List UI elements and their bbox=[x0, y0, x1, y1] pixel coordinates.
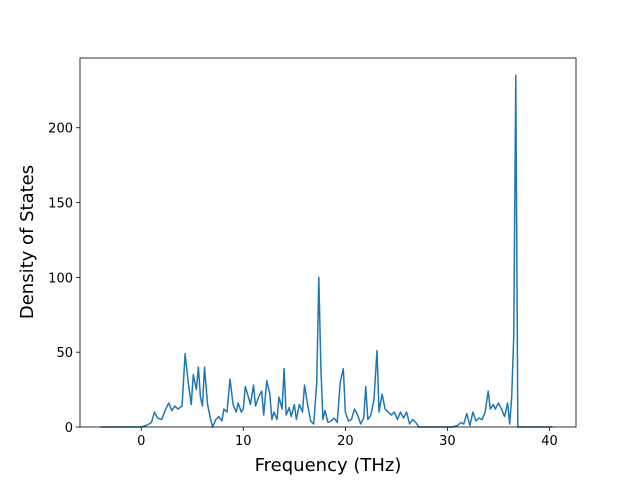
x-tick-label: 20 bbox=[337, 434, 354, 449]
x-tick-label: 0 bbox=[137, 434, 145, 449]
y-tick-label: 100 bbox=[48, 271, 73, 286]
y-tick-label: 0 bbox=[65, 421, 73, 436]
y-tick-label: 150 bbox=[48, 197, 73, 212]
y-tick-label: 50 bbox=[56, 346, 73, 361]
y-tick-label: 200 bbox=[48, 122, 73, 137]
data-line bbox=[100, 74, 553, 428]
x-tick-label: 40 bbox=[541, 434, 558, 449]
x-tick-label: 10 bbox=[235, 434, 252, 449]
y-axis-label: Density of States bbox=[17, 165, 38, 319]
plot-frame bbox=[79, 57, 577, 428]
x-tick-label: 30 bbox=[439, 434, 456, 449]
x-axis-label: Frequency (THz) bbox=[255, 455, 402, 476]
